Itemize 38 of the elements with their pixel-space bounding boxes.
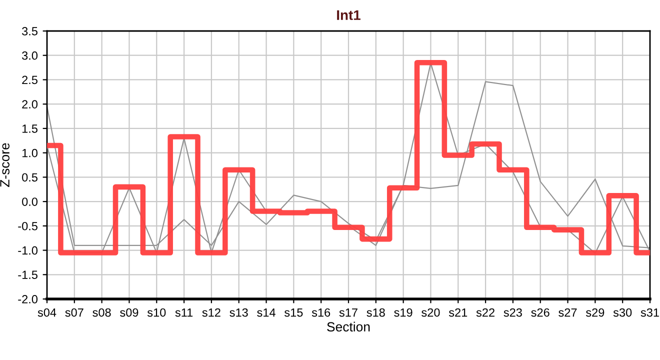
x-tick-label: s22 [476, 308, 494, 317]
x-tick-label: s17 [339, 308, 358, 317]
x-tick-label: s12 [202, 308, 220, 317]
x-tick-label: s23 [504, 308, 522, 317]
y-tick-label: 3.5 [22, 27, 38, 36]
x-tick-label: s10 [147, 308, 166, 317]
x-tick-label: s16 [312, 308, 330, 317]
x-tick-label: s19 [394, 308, 412, 317]
x-tick-label: s27 [558, 308, 577, 317]
y-tick-label: -2.0 [18, 295, 38, 304]
x-tick-label: s20 [422, 308, 440, 317]
y-tick-label: 2.0 [22, 100, 38, 108]
x-tick-label: s08 [92, 308, 111, 317]
x-tick-label: s14 [257, 308, 276, 317]
y-tick-label: -1.5 [18, 270, 38, 280]
y-tick-label: 0.0 [22, 198, 38, 206]
y-tick-label: 1.5 [22, 124, 38, 133]
x-tick-label: s26 [531, 308, 550, 317]
x-axis-title: Section [327, 322, 370, 332]
x-tick-label: s11 [175, 308, 193, 317]
y-tick-label: 0.5 [22, 173, 38, 182]
chart-title: Int1 [337, 10, 360, 20]
y-axis-title: Z-score [0, 143, 10, 187]
x-tick-label: s09 [120, 308, 138, 317]
y-tick-label: 1.0 [22, 148, 38, 158]
x-tick-label: s31 [640, 308, 659, 317]
x-tick-label: s15 [284, 308, 303, 317]
y-tick-label: -0.5 [18, 222, 38, 230]
x-tick-label: s04 [38, 308, 56, 317]
x-tick-label: s18 [366, 308, 385, 317]
y-tick-label: -1.0 [18, 246, 38, 255]
x-tick-label: s13 [230, 308, 248, 317]
x-tick-label: s07 [65, 308, 84, 317]
x-tick-label: s30 [613, 308, 632, 317]
x-tick-label: s21 [448, 308, 468, 317]
y-tick-label: 3.0 [22, 51, 38, 60]
x-tick-label: s29 [586, 308, 604, 317]
y-tick-label: 2.5 [22, 76, 38, 84]
